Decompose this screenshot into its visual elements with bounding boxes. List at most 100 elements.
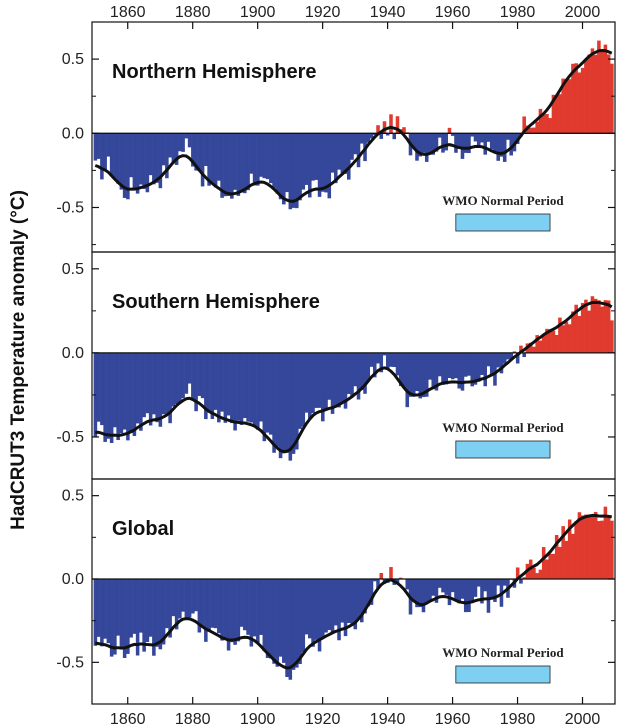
x-tick-label-top: 2000 [565, 4, 601, 21]
bar-1851 [96, 579, 101, 637]
bar-1860 [126, 352, 130, 441]
panel-title: Northern Hemisphere [112, 61, 317, 83]
bar-1953 [428, 352, 432, 380]
bar-1924 [334, 579, 338, 626]
bar-1976 [502, 352, 507, 364]
bar-1912 [295, 133, 299, 209]
bar-1961 [454, 133, 458, 153]
bar-1905 [272, 133, 276, 188]
bar-1881 [194, 133, 198, 171]
bar-1910 [288, 352, 293, 461]
x-tick-label-bottom: 1920 [305, 711, 341, 727]
bar-1876 [178, 133, 182, 152]
bar-1967 [473, 352, 478, 385]
bar-1992 [554, 95, 559, 134]
bar-1908 [282, 352, 286, 454]
bar-2008 [606, 517, 611, 579]
bar-1902 [262, 579, 267, 652]
bar-1918 [314, 579, 319, 640]
bar-1930 [353, 133, 358, 155]
bar-1932 [360, 352, 364, 391]
bar-1993 [558, 94, 562, 134]
bar-1963 [460, 133, 465, 159]
bar-1997 [571, 311, 575, 353]
bar-1931 [356, 133, 361, 168]
bar-2005 [597, 300, 601, 353]
bar-2007 [603, 506, 608, 579]
bar-1981 [519, 579, 523, 584]
bar-1970 [483, 133, 487, 155]
bar-1939 [382, 121, 387, 134]
bar-2004 [593, 54, 598, 134]
bar-1914 [301, 352, 306, 427]
bar-1958 [444, 579, 449, 595]
bar-1991 [551, 330, 556, 353]
x-tick-label-top: 1960 [435, 4, 471, 21]
bar-1897 [246, 133, 250, 191]
bar-1866 [145, 352, 150, 414]
bar-2007 [603, 300, 608, 353]
x-tick-label-top: 1940 [370, 4, 406, 21]
bar-1851 [96, 352, 101, 422]
bar-1915 [304, 352, 309, 413]
bar-1869 [155, 133, 159, 183]
bar-1934 [366, 133, 371, 143]
bar-1925 [337, 352, 341, 408]
bar-1929 [350, 352, 354, 398]
bar-1858 [119, 352, 124, 434]
bar-1903 [265, 133, 270, 180]
bar-1997 [571, 63, 575, 134]
smoothed-line [94, 48, 613, 203]
smoothed-line [94, 513, 612, 670]
bar-1852 [100, 579, 104, 647]
y-tick-label: -0.5 [56, 429, 84, 446]
bar-1890 [223, 352, 228, 423]
bar-1941 [389, 114, 393, 134]
bar-1850 [93, 133, 98, 161]
bar-1949 [415, 579, 419, 608]
bar-1990 [548, 329, 552, 353]
bar-1897 [246, 579, 250, 635]
bars [93, 506, 614, 680]
bar-2002 [587, 310, 591, 353]
bar-1875 [174, 133, 179, 165]
bar-1858 [119, 579, 124, 650]
bar-1915 [304, 133, 309, 185]
bar-1859 [122, 352, 127, 430]
bar-1975 [499, 352, 504, 374]
bar-1948 [411, 352, 416, 397]
bar-1984 [528, 127, 533, 134]
bar-1982 [522, 116, 526, 134]
x-tick-label-bottom: 1980 [500, 711, 536, 727]
bar-1906 [275, 352, 280, 447]
bar-1942 [392, 352, 397, 368]
x-tick-label-bottom: 1860 [110, 711, 146, 727]
bar-1866 [145, 579, 150, 643]
bar-1917 [311, 352, 315, 414]
bar-1858 [119, 133, 124, 190]
bar-1916 [308, 579, 312, 639]
bar-1899 [252, 579, 257, 637]
bar-1860 [126, 579, 130, 654]
bar-1863 [135, 133, 140, 194]
bar-1882 [197, 133, 202, 172]
bar-1852 [100, 133, 104, 180]
bar-1954 [431, 579, 436, 596]
bar-1980 [515, 352, 520, 364]
bar-2006 [600, 520, 604, 579]
bar-1919 [317, 352, 322, 408]
bar-2002 [587, 516, 591, 579]
bar-1986 [535, 573, 539, 579]
bar-1864 [139, 352, 143, 431]
bar-1919 [317, 579, 322, 652]
bar-2009 [610, 63, 614, 134]
bar-1888 [217, 133, 221, 181]
bar-1905 [272, 352, 276, 453]
y-tick-label: -0.5 [56, 654, 84, 671]
panel-title: Southern Hemisphere [112, 291, 320, 313]
bar-1962 [457, 579, 461, 604]
bar-1940 [385, 352, 390, 369]
bar-1960 [450, 579, 455, 593]
bar-1991 [551, 94, 556, 134]
bar-1866 [145, 133, 150, 193]
